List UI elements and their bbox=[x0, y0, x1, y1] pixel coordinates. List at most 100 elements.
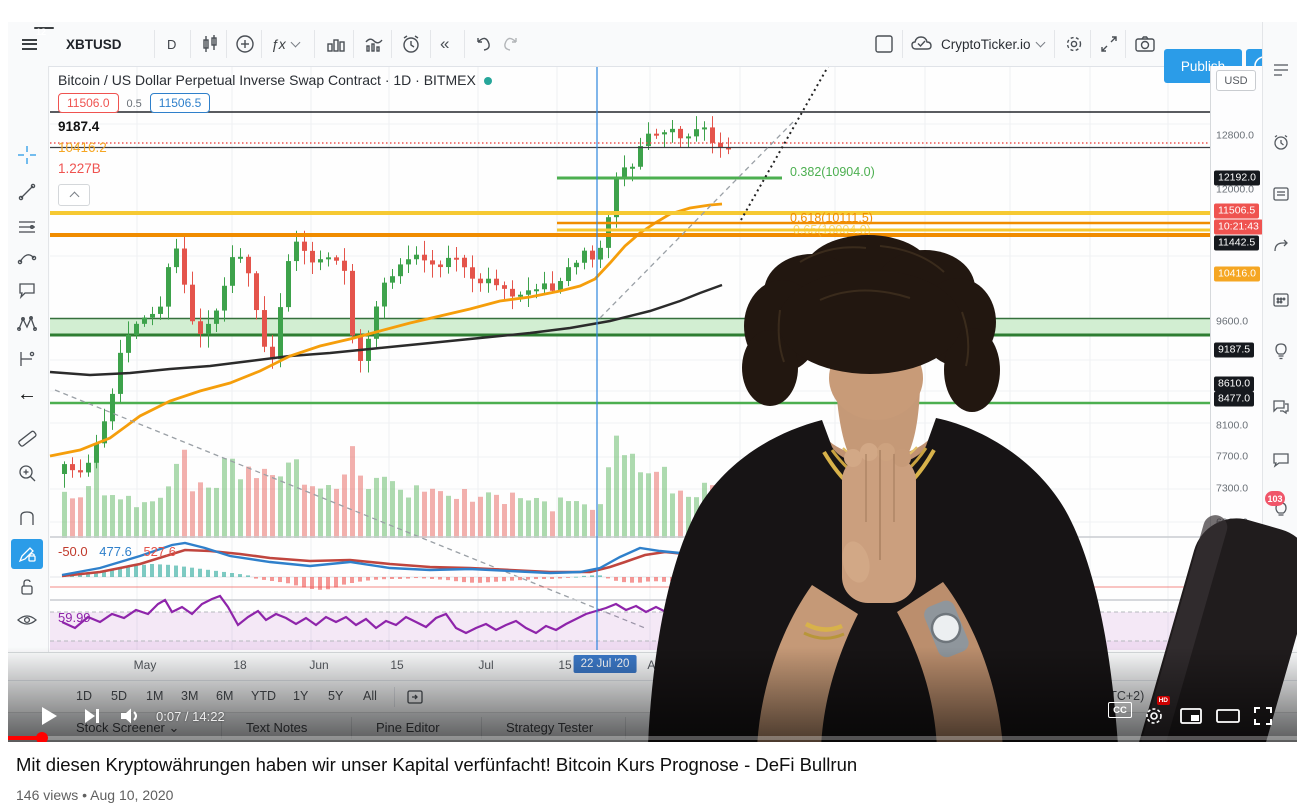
subtitles-button[interactable]: CC bbox=[1108, 702, 1132, 718]
axis-tick-label: 6900.0 bbox=[1216, 516, 1249, 529]
range-button-6m[interactable]: 6M bbox=[216, 689, 234, 703]
tradingview-screen: 12 XBTUSD D ƒx bbox=[8, 22, 1297, 742]
theater-mode-button[interactable] bbox=[1216, 702, 1240, 730]
range-button-ytd[interactable]: YTD bbox=[251, 689, 276, 703]
arrow-drawing[interactable]: ← bbox=[11, 379, 43, 409]
range-button-3m[interactable]: 3M bbox=[181, 689, 199, 703]
text-callout-tool[interactable] bbox=[11, 275, 43, 305]
notifications-button[interactable] bbox=[1269, 553, 1293, 577]
log-scale-button[interactable]: log bbox=[1222, 689, 1239, 703]
fullscreen-chart-button[interactable] bbox=[1099, 22, 1119, 66]
currency-toggle-button[interactable]: USD bbox=[1216, 70, 1256, 91]
crosshair-date-label: 22 Jul '20 bbox=[573, 655, 637, 673]
volume-value: 1.227B bbox=[58, 161, 101, 176]
alarm-clock-icon bbox=[403, 35, 419, 53]
timeline-gear-icon[interactable] bbox=[1219, 657, 1236, 677]
axis-tick-label: 6550.0 bbox=[1216, 548, 1249, 561]
camera-icon bbox=[1135, 36, 1155, 52]
time-axis[interactable]: May 18 Jun 15 Jul 15 Aug Nov 22 Jul '20 bbox=[8, 652, 1297, 681]
private-chat-button[interactable] bbox=[1269, 448, 1293, 472]
legend-collapse-button[interactable] bbox=[58, 184, 90, 206]
ideas-stream-button[interactable]: 103 bbox=[1265, 491, 1293, 522]
range-button-1d[interactable]: 1D bbox=[76, 689, 92, 703]
replay-bars-button[interactable]: « bbox=[440, 22, 449, 66]
undo-button[interactable] bbox=[474, 22, 492, 66]
undo-icon bbox=[477, 37, 490, 51]
play-icon bbox=[42, 707, 57, 725]
news-list-icon bbox=[1273, 187, 1289, 201]
chat-bubbles-icon bbox=[1273, 400, 1289, 415]
timeline-label: 18 bbox=[233, 658, 247, 672]
range-button-all[interactable]: All bbox=[363, 689, 377, 703]
expand-arrows-icon bbox=[1101, 36, 1117, 52]
alerts-panel-button[interactable] bbox=[1269, 130, 1293, 154]
fx-icon: ƒx bbox=[271, 36, 286, 52]
magnet-tool[interactable] bbox=[11, 504, 43, 534]
oscillator-legend: -50.0 477.6 527.6 bbox=[58, 544, 176, 559]
timeline-label: Aug bbox=[647, 658, 669, 672]
ask-price[interactable]: 11506.5 bbox=[149, 93, 211, 113]
axis-price-label: 8610.0 bbox=[1214, 376, 1255, 392]
range-button-5y[interactable]: 5Y bbox=[328, 689, 344, 703]
settings-button[interactable] bbox=[1064, 22, 1084, 66]
eye-icon bbox=[17, 615, 37, 625]
brush-curve-tool[interactable] bbox=[11, 243, 43, 273]
price-axis[interactable]: 12800.0 12192.0 12000.0 11506.5 10:21:43 1144… bbox=[1210, 66, 1263, 707]
fib-retracement-tool[interactable] bbox=[11, 212, 43, 242]
calendar-button[interactable] bbox=[1269, 287, 1293, 311]
indicators-button[interactable]: ƒx bbox=[271, 22, 301, 66]
hide-drawings-button[interactable] bbox=[11, 605, 43, 635]
snapshot-button[interactable] bbox=[1134, 22, 1156, 66]
timezone-label[interactable]: (UTC+2) bbox=[1096, 689, 1145, 703]
measure-ruler-tool[interactable] bbox=[11, 422, 43, 452]
cloud-check-icon bbox=[911, 36, 932, 50]
progress-scrubber[interactable] bbox=[36, 732, 48, 742]
symbol-description[interactable]: Bitcoin / US Dollar Perpetual Inverse Sw… bbox=[58, 72, 492, 88]
fullscreen-button[interactable] bbox=[1254, 702, 1272, 730]
compare-add-button[interactable] bbox=[235, 22, 255, 66]
macd-line2-value: 527.6 bbox=[143, 544, 176, 559]
percent-scale-button[interactable]: % bbox=[1191, 689, 1203, 703]
xabcd-pattern-tool[interactable] bbox=[11, 309, 43, 339]
redo-button[interactable] bbox=[502, 22, 520, 66]
cursor-tool[interactable] bbox=[11, 140, 43, 170]
symbol-input[interactable]: XBTUSD bbox=[66, 36, 122, 52]
cloud-account-button[interactable]: CryptoTicker.io bbox=[910, 22, 1045, 66]
play-button[interactable] bbox=[40, 702, 58, 730]
templates-button[interactable] bbox=[364, 22, 384, 66]
fundamentals-button[interactable] bbox=[326, 22, 346, 66]
pencil-lock-icon bbox=[18, 547, 36, 563]
volume-button[interactable] bbox=[120, 702, 142, 730]
trend-line-tool[interactable] bbox=[11, 177, 43, 207]
news-button[interactable] bbox=[1269, 182, 1293, 206]
miniplayer-button[interactable] bbox=[1180, 702, 1202, 730]
drawing-mode-lock-button[interactable] bbox=[11, 539, 43, 569]
collapse-sidebar-button[interactable] bbox=[1269, 608, 1293, 632]
zoom-in-tool[interactable] bbox=[11, 458, 43, 488]
lock-drawings-button[interactable] bbox=[11, 572, 43, 602]
speech-bubble-icon bbox=[1273, 453, 1289, 468]
chart-style-button[interactable] bbox=[200, 22, 220, 66]
player-controls: 0:07 / 14:22 CC HD bbox=[8, 696, 1297, 732]
next-button[interactable] bbox=[84, 702, 100, 730]
range-button-1m[interactable]: 1M bbox=[146, 689, 164, 703]
video-player[interactable]: 12 XBTUSD D ƒx bbox=[8, 22, 1297, 742]
spread-value: 0.5 bbox=[126, 98, 142, 110]
bid-price[interactable]: 11506.0 bbox=[58, 93, 119, 113]
fib-level-382: 0.382(10904.0) bbox=[790, 165, 875, 179]
auto-scale-button[interactable]: auto bbox=[1254, 689, 1279, 703]
prediction-tool[interactable] bbox=[11, 344, 43, 374]
data-window-button[interactable] bbox=[1269, 235, 1293, 259]
watchlist-button[interactable] bbox=[1269, 58, 1293, 82]
progress-bar[interactable] bbox=[8, 732, 1297, 742]
range-button-5d[interactable]: 5D bbox=[111, 689, 127, 703]
menu-button[interactable]: 12 bbox=[22, 22, 54, 66]
fib-level-618: 0.618(10111.5) bbox=[790, 211, 873, 225]
player-settings-button[interactable]: HD bbox=[1144, 696, 1170, 730]
alert-button[interactable] bbox=[401, 22, 421, 66]
interval-button[interactable]: D bbox=[167, 36, 177, 52]
range-button-1y[interactable]: 1Y bbox=[293, 689, 309, 703]
public-chat-button[interactable] bbox=[1269, 395, 1293, 419]
layout-select-button[interactable] bbox=[874, 22, 894, 66]
ideas-button[interactable] bbox=[1269, 340, 1293, 364]
